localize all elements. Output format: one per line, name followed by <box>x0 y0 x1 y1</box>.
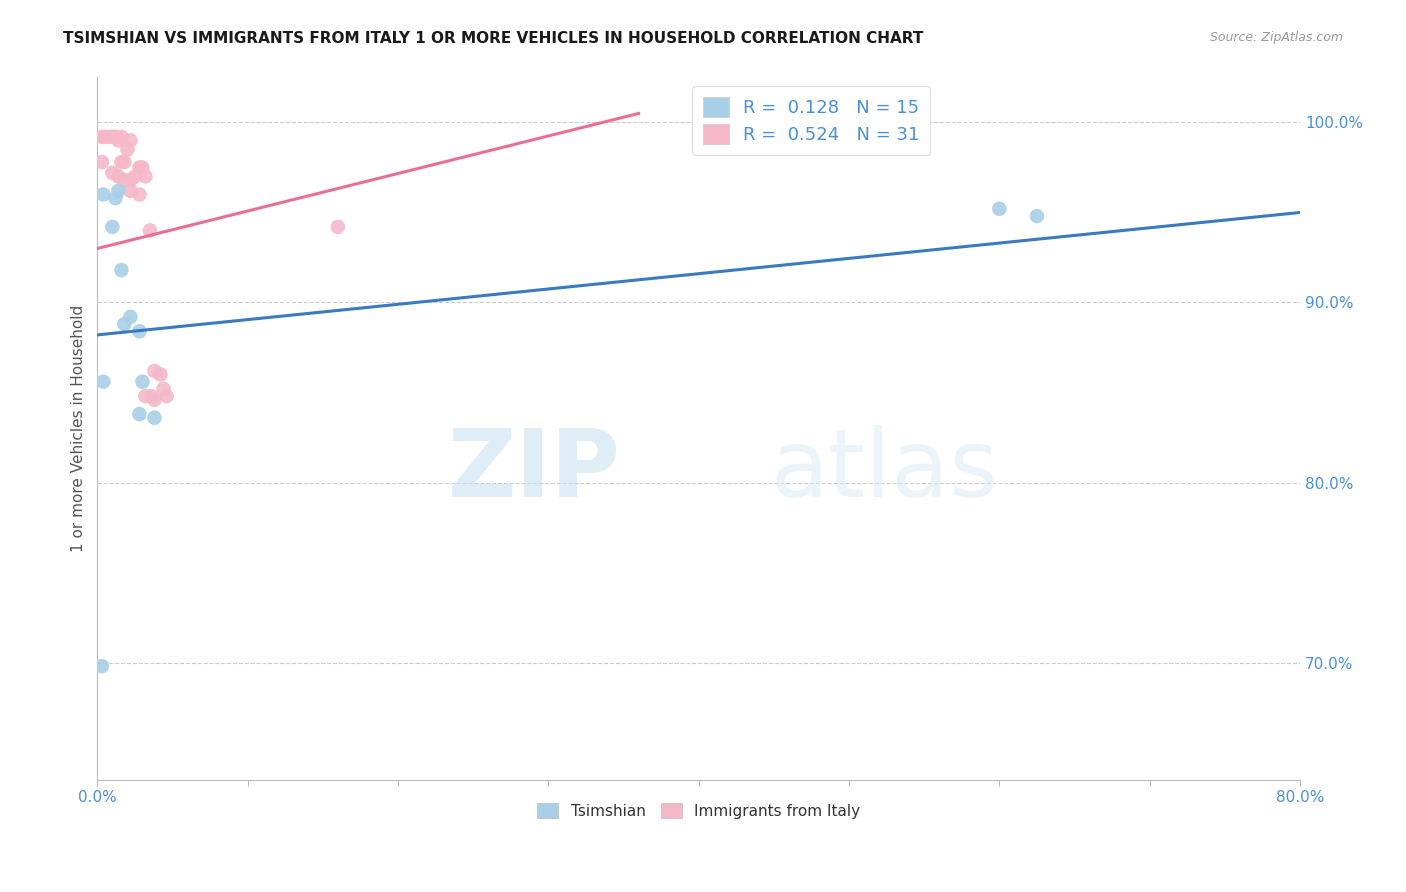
Point <box>101 219 124 234</box>
Point <box>107 133 129 147</box>
Point <box>120 184 142 198</box>
Point <box>104 129 127 144</box>
Point <box>143 392 166 407</box>
Legend: Tsimshian, Immigrants from Italy: Tsimshian, Immigrants from Italy <box>531 797 866 824</box>
Point <box>110 129 132 144</box>
Point <box>143 410 166 425</box>
Point <box>120 173 142 187</box>
Point <box>120 310 142 324</box>
Point <box>143 364 166 378</box>
Point <box>149 368 172 382</box>
Point <box>90 155 112 169</box>
Text: Source: ZipAtlas.com: Source: ZipAtlas.com <box>1209 31 1343 45</box>
Point <box>131 375 153 389</box>
Point <box>134 169 156 184</box>
Point <box>93 187 115 202</box>
Point <box>120 133 142 147</box>
Point <box>98 129 121 144</box>
Point <box>139 223 162 237</box>
Point <box>117 143 139 157</box>
Point <box>128 407 150 421</box>
Point <box>101 129 124 144</box>
Point <box>131 161 153 175</box>
Text: TSIMSHIAN VS IMMIGRANTS FROM ITALY 1 OR MORE VEHICLES IN HOUSEHOLD CORRELATION C: TSIMSHIAN VS IMMIGRANTS FROM ITALY 1 OR … <box>63 31 924 46</box>
Point <box>128 324 150 338</box>
Point <box>326 219 349 234</box>
Point <box>101 166 124 180</box>
Point <box>155 389 177 403</box>
Point <box>988 202 1011 216</box>
Point <box>128 161 150 175</box>
Point <box>110 263 132 277</box>
Point <box>104 191 127 205</box>
Point <box>124 169 146 184</box>
Point <box>141 389 163 403</box>
Point <box>112 317 135 331</box>
Point <box>152 382 174 396</box>
Point <box>93 375 115 389</box>
Point <box>112 173 135 187</box>
Text: ZIP: ZIP <box>447 425 620 516</box>
Point <box>94 129 117 144</box>
Point <box>107 169 129 184</box>
Point <box>134 389 156 403</box>
Point <box>90 129 112 144</box>
Point <box>1026 209 1049 223</box>
Point <box>107 184 129 198</box>
Point <box>112 155 135 169</box>
Point <box>110 155 132 169</box>
Y-axis label: 1 or more Vehicles in Household: 1 or more Vehicles in Household <box>72 305 86 552</box>
Text: atlas: atlas <box>770 425 1000 516</box>
Point <box>128 187 150 202</box>
Point <box>90 659 112 673</box>
